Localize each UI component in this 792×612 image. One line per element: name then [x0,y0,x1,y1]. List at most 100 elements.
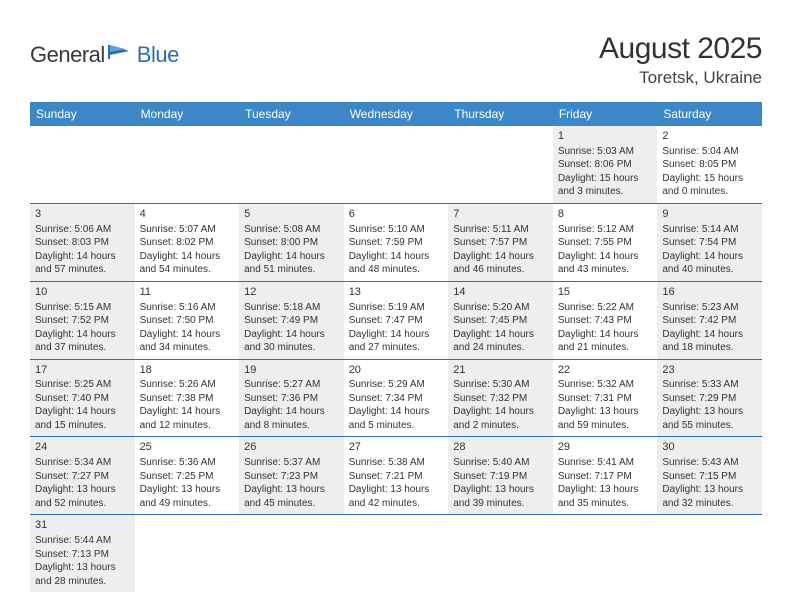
sunset-text: Sunset: 7:17 PM [558,470,653,484]
calendar-cell: 23Sunrise: 5:33 AMSunset: 7:29 PMDayligh… [657,359,762,437]
calendar-cell: 26Sunrise: 5:37 AMSunset: 7:23 PMDayligh… [239,437,344,515]
sunset-text: Sunset: 7:21 PM [349,470,444,484]
daylight-text: Daylight: 14 hours [453,405,548,419]
sunrise-text: Sunrise: 5:14 AM [662,223,757,237]
calendar-cell [135,515,240,592]
sunset-text: Sunset: 7:50 PM [140,314,235,328]
day-number: 28 [453,440,548,455]
calendar-cell: 15Sunrise: 5:22 AMSunset: 7:43 PMDayligh… [553,281,658,359]
sunset-text: Sunset: 8:02 PM [140,236,235,250]
daylight-text: and 59 minutes. [558,419,653,433]
sunrise-text: Sunrise: 5:26 AM [140,378,235,392]
calendar-cell: 31Sunrise: 5:44 AMSunset: 7:13 PMDayligh… [30,515,135,592]
daylight-text: and 57 minutes. [35,263,130,277]
day-number: 22 [558,363,653,378]
sunset-text: Sunset: 7:25 PM [140,470,235,484]
sunrise-text: Sunrise: 5:40 AM [453,456,548,470]
calendar-cell: 19Sunrise: 5:27 AMSunset: 7:36 PMDayligh… [239,359,344,437]
calendar-cell: 11Sunrise: 5:16 AMSunset: 7:50 PMDayligh… [135,281,240,359]
daylight-text: and 24 minutes. [453,341,548,355]
daylight-text: Daylight: 14 hours [140,405,235,419]
calendar-cell: 8Sunrise: 5:12 AMSunset: 7:55 PMDaylight… [553,203,658,281]
daylight-text: Daylight: 14 hours [349,328,444,342]
daylight-text: Daylight: 14 hours [140,328,235,342]
sunset-text: Sunset: 7:47 PM [349,314,444,328]
daylight-text: and 30 minutes. [244,341,339,355]
logo-text-dark: General [30,42,105,68]
daylight-text: and 15 minutes. [35,419,130,433]
sunset-text: Sunset: 7:32 PM [453,392,548,406]
calendar-cell: 10Sunrise: 5:15 AMSunset: 7:52 PMDayligh… [30,281,135,359]
day-number: 1 [558,129,653,144]
calendar-cell [239,515,344,592]
day-number: 16 [662,285,757,300]
daylight-text: and 46 minutes. [453,263,548,277]
sunset-text: Sunset: 7:36 PM [244,392,339,406]
day-number: 7 [453,207,548,222]
daylight-text: and 32 minutes. [662,497,757,511]
daylight-text: and 27 minutes. [349,341,444,355]
daylight-text: Daylight: 13 hours [662,405,757,419]
day-header: Wednesday [344,102,449,126]
sunrise-text: Sunrise: 5:22 AM [558,301,653,315]
daylight-text: and 2 minutes. [453,419,548,433]
daylight-text: Daylight: 13 hours [453,483,548,497]
day-number: 15 [558,285,653,300]
page-title: August 2025 [599,32,762,66]
daylight-text: Daylight: 14 hours [349,405,444,419]
calendar-cell [239,126,344,203]
daylight-text: and 42 minutes. [349,497,444,511]
daylight-text: and 5 minutes. [349,419,444,433]
calendar-cell [448,515,553,592]
calendar-head: Sunday Monday Tuesday Wednesday Thursday… [30,102,762,126]
sunset-text: Sunset: 7:42 PM [662,314,757,328]
sunset-text: Sunset: 7:19 PM [453,470,548,484]
daylight-text: Daylight: 14 hours [662,328,757,342]
daylight-text: Daylight: 15 hours [662,172,757,186]
calendar-cell: 17Sunrise: 5:25 AMSunset: 7:40 PMDayligh… [30,359,135,437]
daylight-text: Daylight: 13 hours [558,405,653,419]
daylight-text: Daylight: 14 hours [140,250,235,264]
day-number: 31 [35,518,130,533]
sunset-text: Sunset: 7:13 PM [35,548,130,562]
daylight-text: and 55 minutes. [662,419,757,433]
calendar-cell: 5Sunrise: 5:08 AMSunset: 8:00 PMDaylight… [239,203,344,281]
location-label: Toretsk, Ukraine [599,68,762,88]
sunrise-text: Sunrise: 5:18 AM [244,301,339,315]
day-number: 8 [558,207,653,222]
sunrise-text: Sunrise: 5:19 AM [349,301,444,315]
daylight-text: Daylight: 14 hours [558,250,653,264]
calendar-cell: 3Sunrise: 5:06 AMSunset: 8:03 PMDaylight… [30,203,135,281]
daylight-text: and 34 minutes. [140,341,235,355]
sunrise-text: Sunrise: 5:34 AM [35,456,130,470]
daylight-text: Daylight: 14 hours [35,405,130,419]
sunrise-text: Sunrise: 5:44 AM [35,534,130,548]
logo: General Blue [30,32,179,68]
calendar-cell: 28Sunrise: 5:40 AMSunset: 7:19 PMDayligh… [448,437,553,515]
daylight-text: Daylight: 13 hours [244,483,339,497]
daylight-text: and 37 minutes. [35,341,130,355]
sunset-text: Sunset: 8:06 PM [558,158,653,172]
sunrise-text: Sunrise: 5:38 AM [349,456,444,470]
calendar-cell: 6Sunrise: 5:10 AMSunset: 7:59 PMDaylight… [344,203,449,281]
sunset-text: Sunset: 7:59 PM [349,236,444,250]
calendar-cell: 9Sunrise: 5:14 AMSunset: 7:54 PMDaylight… [657,203,762,281]
day-number: 29 [558,440,653,455]
calendar-cell: 22Sunrise: 5:32 AMSunset: 7:31 PMDayligh… [553,359,658,437]
title-block: August 2025 Toretsk, Ukraine [599,32,762,88]
calendar-cell: 24Sunrise: 5:34 AMSunset: 7:27 PMDayligh… [30,437,135,515]
daylight-text: Daylight: 14 hours [35,328,130,342]
daylight-text: Daylight: 14 hours [244,405,339,419]
daylight-text: and 3 minutes. [558,185,653,199]
day-header: Monday [135,102,240,126]
sunset-text: Sunset: 7:57 PM [453,236,548,250]
day-number: 13 [349,285,444,300]
day-header: Friday [553,102,658,126]
daylight-text: Daylight: 13 hours [558,483,653,497]
sunrise-text: Sunrise: 5:25 AM [35,378,130,392]
sunset-text: Sunset: 7:29 PM [662,392,757,406]
day-number: 24 [35,440,130,455]
sunrise-text: Sunrise: 5:04 AM [662,145,757,159]
day-number: 10 [35,285,130,300]
sunrise-text: Sunrise: 5:32 AM [558,378,653,392]
